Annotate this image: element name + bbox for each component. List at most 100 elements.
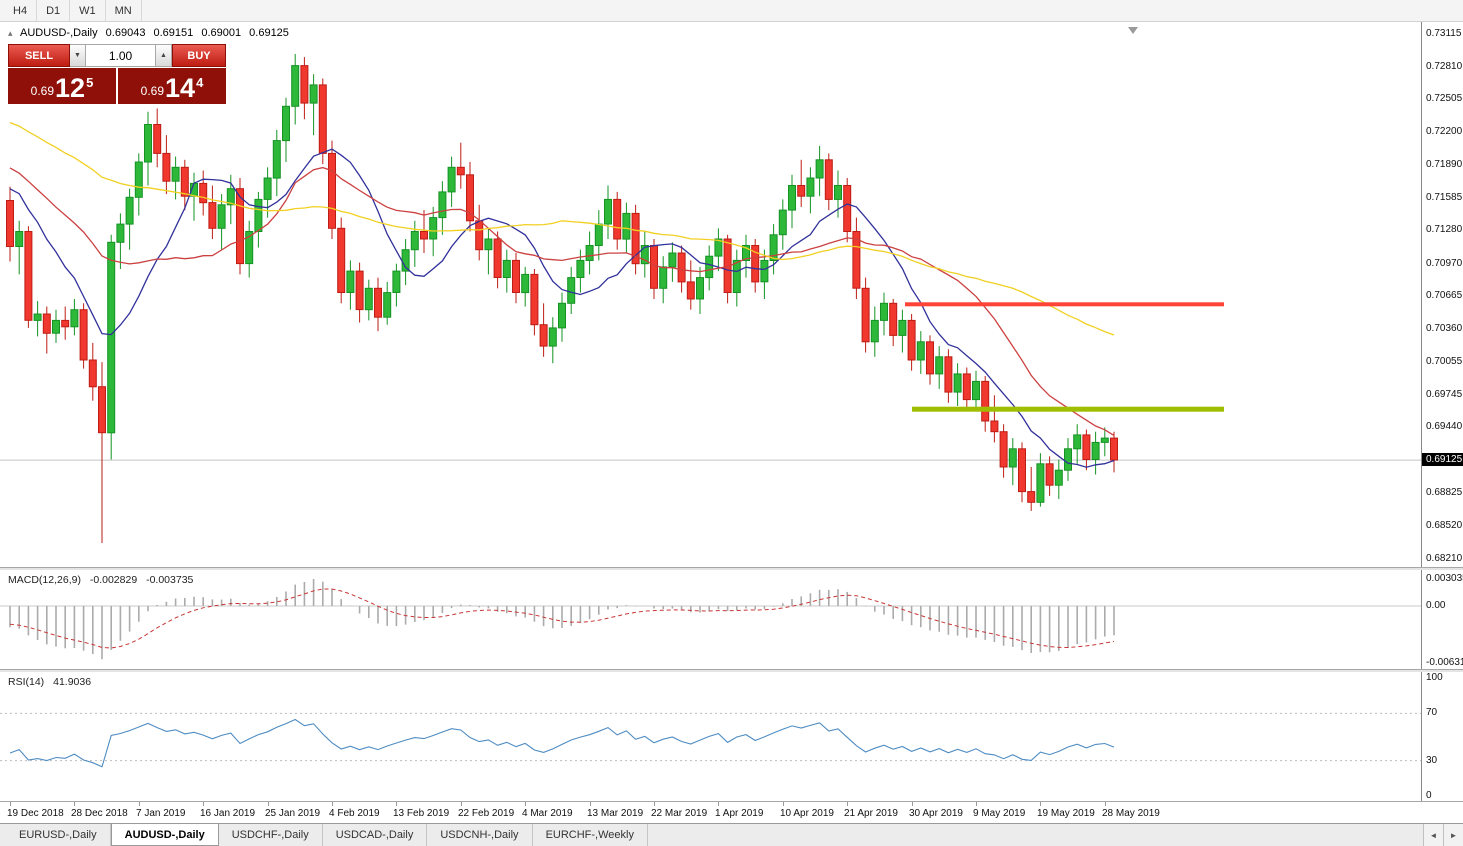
chart-tab-usdcad[interactable]: USDCAD-,Daily <box>323 824 428 846</box>
date-axis-label: 19 May 2019 <box>1037 808 1095 819</box>
macd-main-value: -0.002829 <box>89 574 138 586</box>
arrow-right-icon: ► <box>1449 830 1458 840</box>
date-axis-label: 28 Dec 2018 <box>71 808 128 819</box>
price-axis[interactable]: 0.73115 0.72810 0.72505 0.72200 0.71890 0.715… <box>1421 22 1463 801</box>
ohlc-open: 0.69043 <box>105 27 146 39</box>
price-axis-label: 0.70970 <box>1426 258 1463 269</box>
date-axis-label: 10 Apr 2019 <box>780 808 834 819</box>
date-axis-label: 9 May 2019 <box>973 808 1026 819</box>
date-axis-tick <box>74 802 75 806</box>
price-axis-label: 0.70665 <box>1426 290 1463 301</box>
macd-panel-splitter[interactable] <box>0 567 1463 570</box>
date-axis-label: 30 Apr 2019 <box>909 808 963 819</box>
timeframe-button-d1[interactable]: D1 <box>37 0 71 21</box>
rsi-name: RSI(14) <box>8 676 45 688</box>
volume-input[interactable] <box>86 44 156 67</box>
date-axis-tick <box>396 802 397 806</box>
timeframe-button-h4[interactable]: H4 <box>4 0 38 21</box>
date-axis-tick <box>461 802 462 806</box>
date-axis-tick <box>203 802 204 806</box>
chart-tab-usdcnh[interactable]: USDCNH-,Daily <box>427 824 533 846</box>
timeframe-button-w1[interactable]: W1 <box>70 0 106 21</box>
chart-tab-audusd[interactable]: AUDUSD-,Daily <box>110 824 219 846</box>
macd-signal-value: -0.003735 <box>146 574 194 586</box>
volume-increase-button[interactable]: ▲ <box>156 44 172 67</box>
date-axis-label: 22 Mar 2019 <box>651 808 708 819</box>
date-axis-tick <box>332 802 333 806</box>
date-axis-tick <box>976 802 977 806</box>
price-axis-label: 0.68210 <box>1426 553 1463 564</box>
macd-indicator-canvas <box>0 570 1421 669</box>
price-axis-label: 0.71280 <box>1426 224 1463 235</box>
date-axis-tick <box>268 802 269 806</box>
ask-price-pips: 14 <box>165 73 196 103</box>
macd-name: MACD(12,26,9) <box>8 574 81 586</box>
rsi-value: 41.9036 <box>53 676 92 688</box>
date-axis-label: 4 Feb 2019 <box>329 808 380 819</box>
date-axis-label: 1 Apr 2019 <box>715 808 764 819</box>
chart-tab-usdchf[interactable]: USDCHF-,Daily <box>219 824 323 846</box>
chart-tab-eurusd[interactable]: EURUSD-,Daily <box>6 824 111 846</box>
ohlc-close: 0.69125 <box>249 27 289 39</box>
price-axis-label: 0.72810 <box>1426 61 1463 72</box>
macd-axis-label: 0.00 <box>1426 600 1446 611</box>
tab-scroll-controls: ◄ ► <box>1423 824 1463 846</box>
chart-shift-marker-icon[interactable] <box>1128 27 1138 34</box>
date-axis-label: 21 Apr 2019 <box>844 808 898 819</box>
date-axis-tick <box>590 802 591 806</box>
date-axis-tick <box>847 802 848 806</box>
current-price-tag: 0.69125 <box>1422 453 1463 466</box>
bid-price-prefix: 0.69 <box>30 84 55 98</box>
one-click-trading-panel: SELL ▼ ▲ BUY 0.69 12 5 0.69 14 4 <box>8 44 226 104</box>
ohlc-high: 0.69151 <box>153 27 194 39</box>
date-axis[interactable]: 19 Dec 2018 28 Dec 2018 7 Jan 2019 16 Jan 2… <box>0 801 1463 823</box>
rsi-panel-splitter[interactable] <box>0 669 1463 672</box>
price-axis-label: 0.70055 <box>1426 356 1463 367</box>
date-axis-tick <box>718 802 719 806</box>
rsi-axis-label: 0 <box>1426 790 1432 801</box>
date-axis-label: 28 May 2019 <box>1102 808 1160 819</box>
price-axis-label: 0.72505 <box>1426 93 1463 104</box>
chart-tab-eurchf[interactable]: EURCHF-,Weekly <box>533 824 648 846</box>
rsi-axis-label: 70 <box>1426 707 1438 718</box>
date-axis-tick <box>654 802 655 806</box>
bid-price-display[interactable]: 0.69 12 5 <box>8 68 116 104</box>
rsi-axis-label: 30 <box>1426 755 1438 766</box>
price-axis-label: 0.68520 <box>1426 520 1463 531</box>
buy-button[interactable]: BUY <box>172 44 226 67</box>
date-axis-tick <box>139 802 140 806</box>
ask-price-prefix: 0.69 <box>140 84 165 98</box>
tab-scroll-right-button[interactable]: ► <box>1443 824 1463 846</box>
price-chart-canvas[interactable] <box>0 22 1421 567</box>
chart-tab-bar: EURUSD-,Daily AUDUSD-,Daily USDCHF-,Daily U… <box>0 823 1463 846</box>
volume-decrease-button[interactable]: ▼ <box>70 44 86 67</box>
price-axis-label: 0.72200 <box>1426 126 1463 137</box>
bid-price-fraction: 5 <box>86 75 94 90</box>
bid-price-pips: 12 <box>55 73 86 103</box>
price-axis-label: 0.69745 <box>1426 389 1463 400</box>
date-axis-tick <box>525 802 526 806</box>
timeframe-button-mn[interactable]: MN <box>106 0 142 21</box>
tab-scroll-left-button[interactable]: ◄ <box>1423 824 1443 846</box>
rsi-axis-label: 100 <box>1426 672 1443 683</box>
date-axis-label: 22 Feb 2019 <box>458 808 515 819</box>
one-click-collapse-icon[interactable]: ▴ <box>8 28 13 38</box>
arrow-left-icon: ◄ <box>1429 830 1438 840</box>
date-axis-label: 16 Jan 2019 <box>200 808 256 819</box>
macd-indicator-label: MACD(12,26,9) -0.002829 -0.003735 <box>8 574 199 586</box>
ask-price-display[interactable]: 0.69 14 4 <box>118 68 226 104</box>
date-axis-label: 25 Jan 2019 <box>265 808 321 819</box>
date-axis-label: 7 Jan 2019 <box>136 808 186 819</box>
macd-axis-label: 0.003035 <box>1426 573 1463 584</box>
price-axis-label: 0.73115 <box>1426 28 1462 39</box>
chevron-down-icon: ▼ <box>74 52 81 59</box>
sell-button[interactable]: SELL <box>8 44 70 67</box>
date-axis-label: 13 Feb 2019 <box>393 808 450 819</box>
price-axis-label: 0.68825 <box>1426 487 1463 498</box>
date-axis-tick <box>1105 802 1106 806</box>
price-axis-label: 0.69440 <box>1426 421 1463 432</box>
date-axis-tick <box>783 802 784 806</box>
ohlc-low: 0.69001 <box>201 27 242 39</box>
chevron-up-icon: ▲ <box>160 52 167 59</box>
